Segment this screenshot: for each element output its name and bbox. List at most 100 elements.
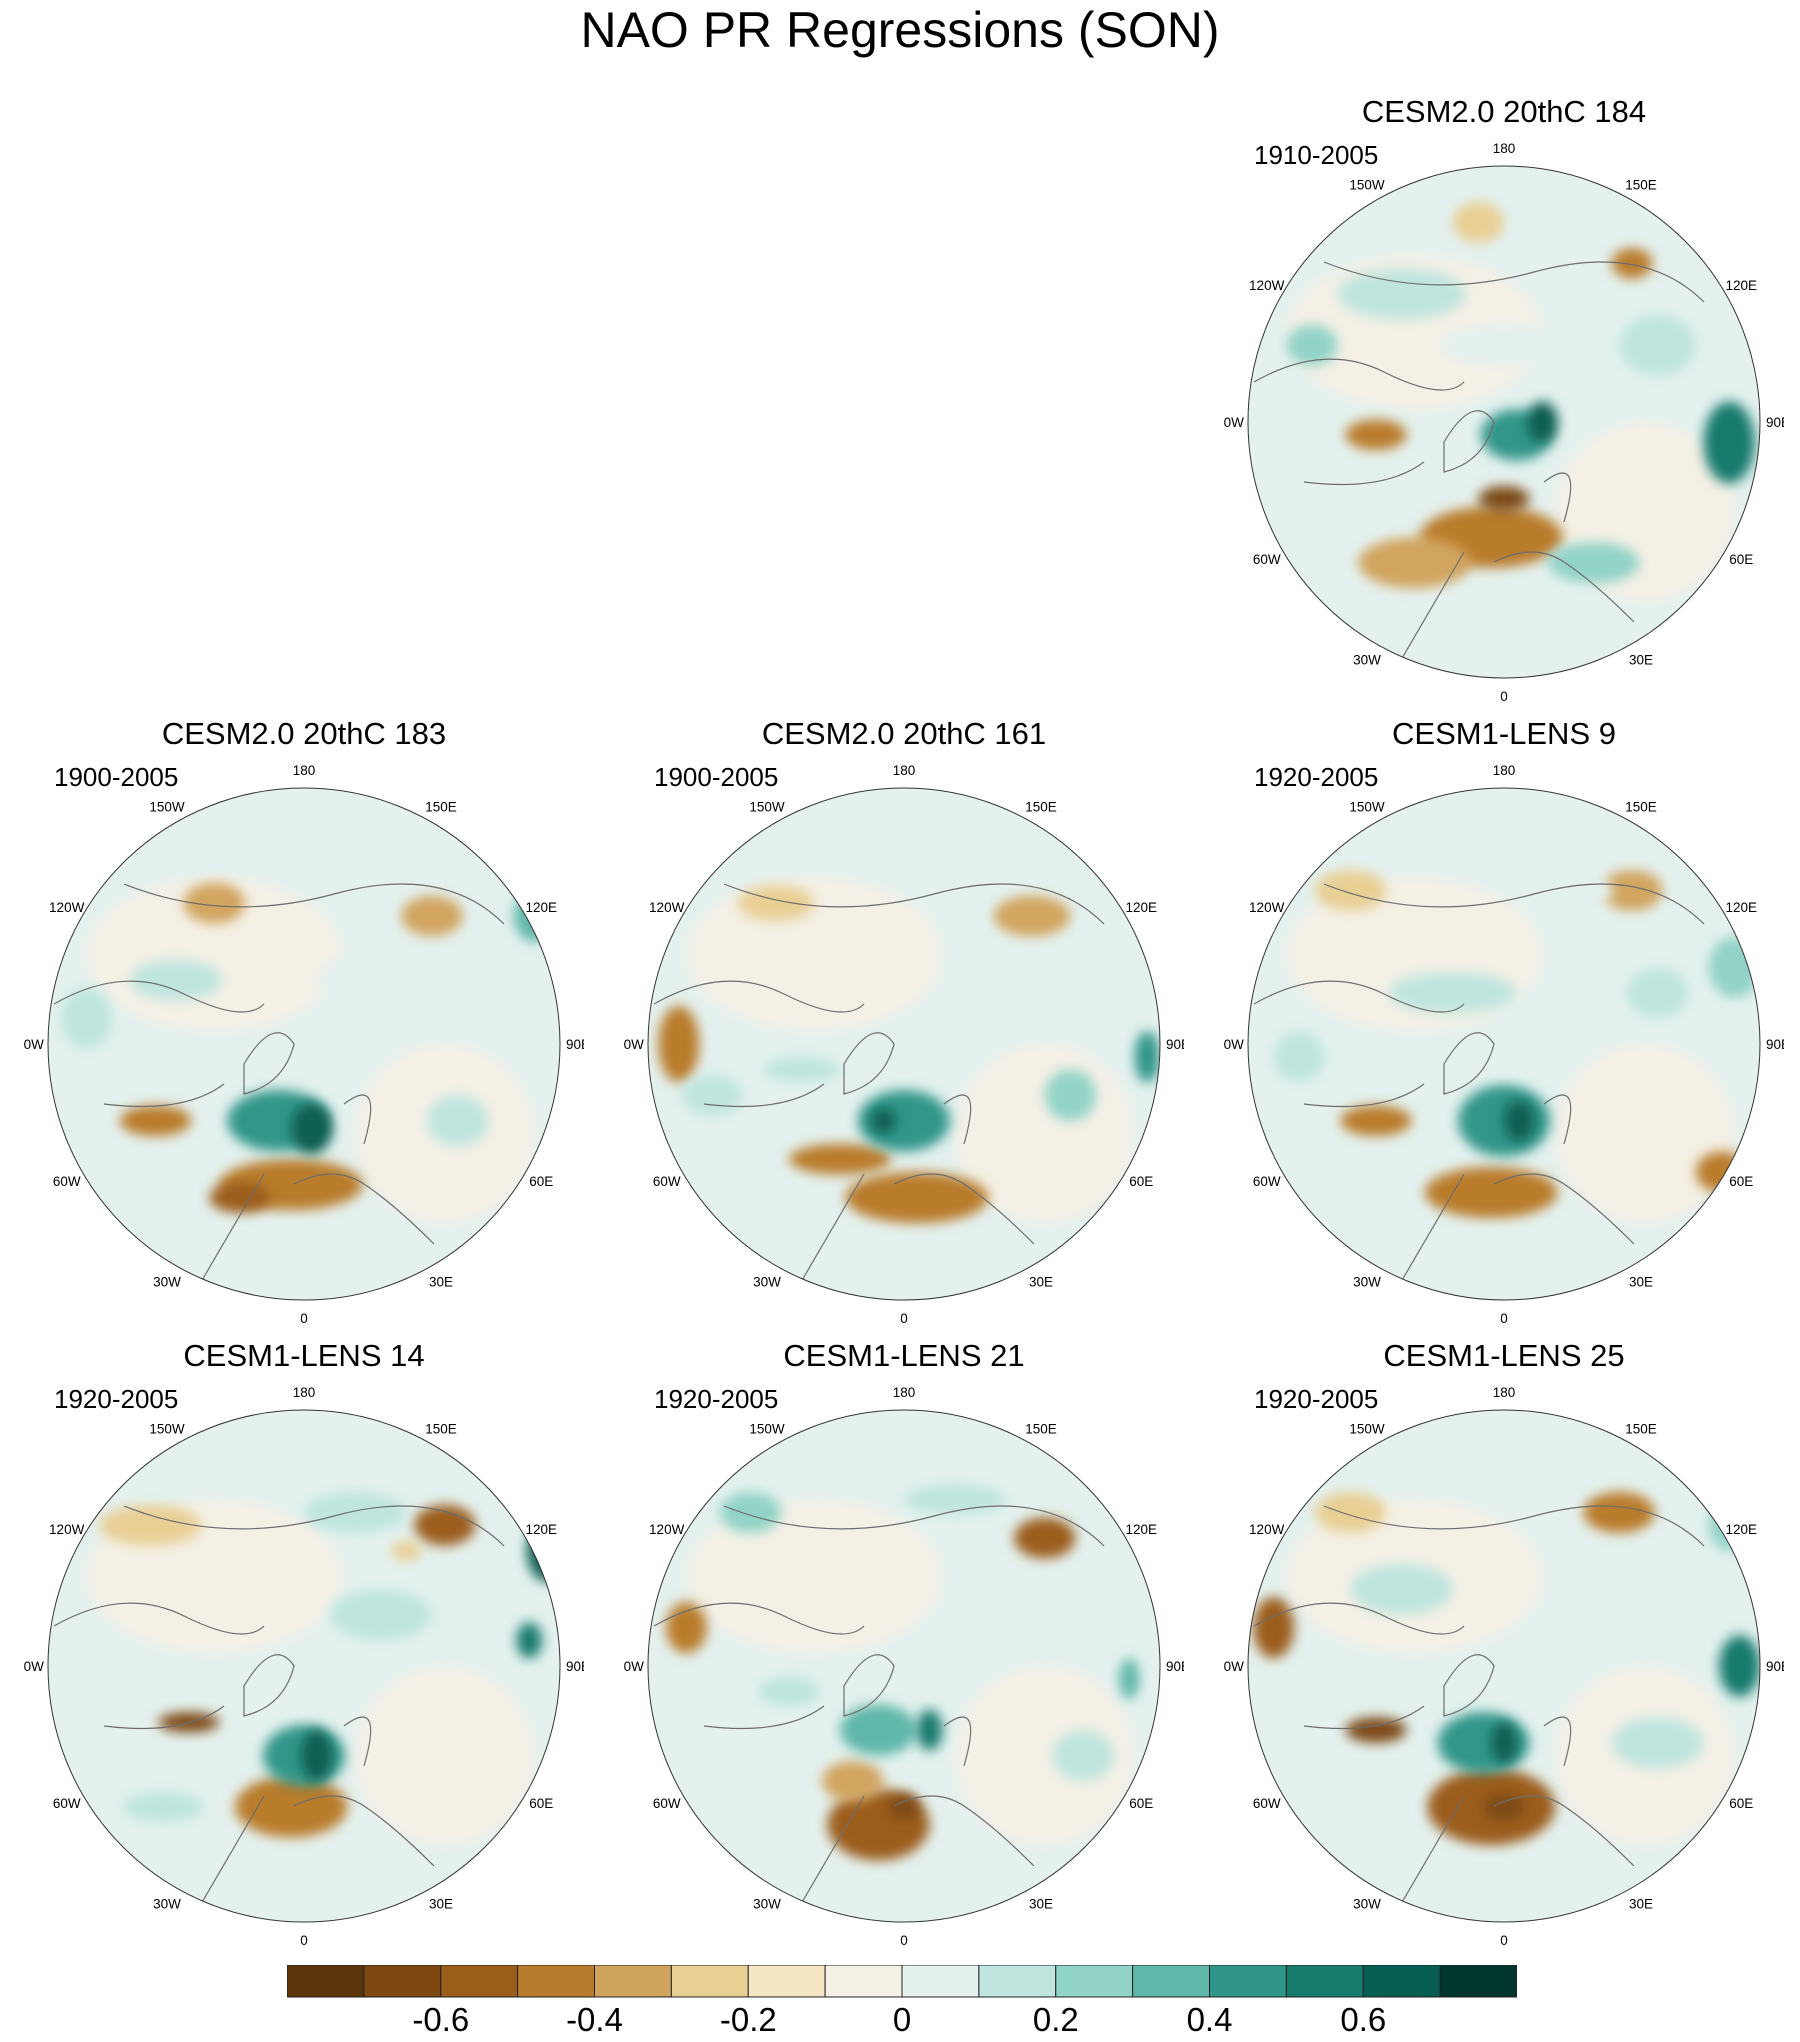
figure-title: NAO PR Regressions (SON) bbox=[580, 2, 1220, 58]
contour-region bbox=[1314, 869, 1387, 911]
colorbar: -0.6 -0.4 -0.2 0 0.2 0.4 0.6 bbox=[287, 1965, 1517, 2035]
contour-region bbox=[1491, 1722, 1517, 1764]
polar-map: 180 150E 120E 90E 60E 30E 0 30W 60W 90W 120W 150W bbox=[1224, 141, 1784, 704]
contour-region bbox=[1708, 936, 1760, 998]
longitude-label: 90W bbox=[624, 1037, 644, 1052]
longitude-label: 90W bbox=[24, 1659, 44, 1674]
contour-region bbox=[681, 1074, 743, 1116]
colorbar-segment bbox=[287, 1965, 365, 1998]
panel-period: 1900-2005 bbox=[654, 762, 779, 792]
longitude-label: 150W bbox=[1349, 800, 1385, 815]
colorbar-segment bbox=[440, 1965, 519, 1998]
colorbar-segment bbox=[747, 1965, 826, 1998]
longitude-label: 0 bbox=[300, 1933, 308, 1948]
contour-region bbox=[758, 1676, 820, 1707]
longitude-label: 0 bbox=[300, 1311, 308, 1326]
longitude-label: 30W bbox=[153, 1274, 181, 1289]
contour-region bbox=[1350, 1563, 1453, 1615]
contour-region bbox=[291, 1102, 333, 1155]
longitude-label: 60W bbox=[53, 1174, 81, 1189]
longitude-label: 120E bbox=[1726, 900, 1758, 915]
colorbar-segment bbox=[1132, 1965, 1211, 1998]
contour-region bbox=[665, 1602, 707, 1654]
longitude-label: 120W bbox=[1249, 900, 1285, 915]
longitude-label: 90E bbox=[1166, 1037, 1184, 1052]
longitude-label: 90E bbox=[1766, 1037, 1784, 1052]
contour-region bbox=[209, 1182, 271, 1213]
contour-region bbox=[1273, 1031, 1325, 1083]
panel-period: 1920-2005 bbox=[54, 1384, 179, 1414]
panel-title: CESM1-LENS 25 bbox=[1383, 1338, 1625, 1373]
contour-region bbox=[1626, 967, 1689, 1019]
contour-region bbox=[1547, 542, 1640, 584]
contour-region bbox=[234, 1776, 348, 1838]
longitude-label: 150E bbox=[1025, 1422, 1057, 1437]
longitude-label: 120E bbox=[1126, 900, 1158, 915]
contour-region bbox=[1286, 324, 1338, 366]
longitude-label: 90W bbox=[24, 1037, 44, 1052]
longitude-label: 120E bbox=[1126, 1522, 1158, 1537]
contour-region bbox=[840, 1704, 917, 1756]
contour-region bbox=[1703, 401, 1755, 484]
longitude-label: 60E bbox=[529, 1174, 553, 1189]
longitude-label: 120W bbox=[1249, 278, 1285, 293]
map-boundary bbox=[647, 787, 1161, 1301]
longitude-label: 30W bbox=[753, 1274, 781, 1289]
longitude-label: 60E bbox=[1729, 552, 1753, 567]
longitude-label: 30W bbox=[1353, 652, 1381, 667]
longitude-label: 30E bbox=[1629, 1274, 1653, 1289]
contour-region bbox=[719, 1491, 782, 1533]
longitude-label: 120E bbox=[526, 1522, 558, 1537]
longitude-label: 150W bbox=[749, 800, 785, 815]
longitude-label: 30W bbox=[753, 1896, 781, 1911]
contour-region bbox=[1044, 1069, 1096, 1121]
contour-region bbox=[1527, 401, 1558, 443]
map-panel: CESM1-LENS 9 180 150E 120E 90E 60E 30E 0 30W 60W 9… bbox=[1224, 714, 1784, 1334]
contour-region bbox=[316, 954, 420, 1006]
contour-region bbox=[737, 885, 815, 922]
longitude-label: 30E bbox=[429, 1274, 453, 1289]
contour-region bbox=[1452, 201, 1504, 243]
coastline bbox=[653, 883, 1105, 1295]
contour-region bbox=[857, 1090, 951, 1152]
colorbar-segment bbox=[1055, 1965, 1134, 1998]
colorbar-segment bbox=[670, 1965, 749, 1998]
contour-region bbox=[414, 1504, 476, 1546]
longitude-label: 120W bbox=[49, 900, 85, 915]
colorbar-segment bbox=[517, 1965, 596, 1998]
longitude-label: 120W bbox=[1249, 1522, 1285, 1537]
longitude-label: 120W bbox=[649, 900, 685, 915]
contour-region bbox=[1119, 1658, 1140, 1700]
map-panel: CESM2.0 20thC 161 180 150E 120E 90E 60E 30E 0 30… bbox=[624, 714, 1184, 1334]
longitude-label: 0 bbox=[900, 1311, 908, 1326]
longitude-label: 30E bbox=[1029, 1274, 1053, 1289]
longitude-label: 150E bbox=[1625, 800, 1657, 815]
contour-region bbox=[870, 1108, 897, 1134]
coastline bbox=[1253, 1505, 1705, 1917]
colorbar-segment bbox=[363, 1965, 442, 1998]
contour-region bbox=[1478, 486, 1530, 512]
longitude-label: 60W bbox=[1253, 1174, 1281, 1189]
contour-region bbox=[401, 895, 463, 937]
contour-region bbox=[304, 1491, 407, 1533]
longitude-label: 150E bbox=[1025, 800, 1057, 815]
panel-title: CESM2.0 20thC 161 bbox=[761, 716, 1047, 751]
colorbar-tick-label: 0.6 bbox=[1340, 2001, 1386, 2035]
longitude-label: 60E bbox=[1729, 1174, 1753, 1189]
map-boundary bbox=[1247, 1409, 1761, 1923]
longitude-label: 120E bbox=[526, 900, 558, 915]
panel-title: CESM1-LENS 21 bbox=[783, 1338, 1025, 1373]
longitude-label: 60E bbox=[529, 1796, 553, 1811]
contour-region bbox=[122, 1791, 205, 1823]
contour-region bbox=[1314, 1491, 1387, 1533]
polar-map: 180 150E 120E 90E 60E 30E 0 30W 60W 90W 120W 150W bbox=[624, 763, 1184, 1326]
contour-region bbox=[1719, 1635, 1760, 1697]
panel-period: 1920-2005 bbox=[1254, 1384, 1379, 1414]
contour-region bbox=[1345, 419, 1407, 451]
panel-title: CESM2.0 20thC 184 bbox=[1361, 94, 1647, 129]
coastline bbox=[653, 1505, 1105, 1917]
longitude-label: 180 bbox=[893, 763, 916, 778]
contour-region bbox=[329, 1589, 432, 1641]
contour-region bbox=[845, 1172, 989, 1224]
longitude-label: 30W bbox=[1353, 1896, 1381, 1911]
